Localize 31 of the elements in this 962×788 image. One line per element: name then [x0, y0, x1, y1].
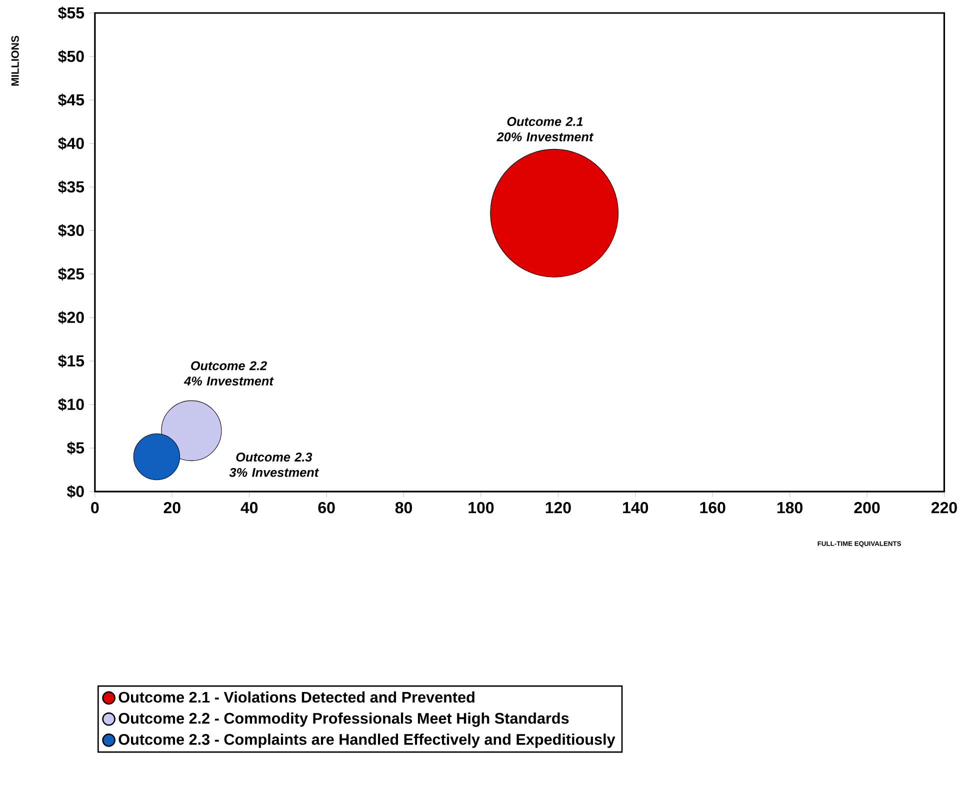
- x-tick-label: 200: [854, 502, 880, 514]
- y-tick-label: $50: [58, 50, 84, 63]
- legend-label: Outcome 2.1 - Violations Detected and Prevented: [118, 691, 474, 702]
- y-tick-label: $15: [58, 354, 84, 368]
- y-tick-label: $5: [66, 441, 84, 454]
- x-tick-label: 40: [240, 502, 258, 514]
- x-tick-label: 140: [623, 502, 648, 514]
- x-tick-label: 80: [395, 502, 412, 514]
- x-tick-label: 20: [164, 502, 180, 514]
- y-tick-label: $25: [58, 267, 84, 280]
- y-tick-label: $10: [58, 398, 84, 411]
- x-tick-label: 160: [700, 502, 726, 514]
- y-tick-label: $0: [66, 484, 84, 498]
- x-tick-label: 220: [931, 502, 957, 514]
- legend-label: Outcome 2.3 - Complaints are Handled Effectively and Expeditiously: [118, 733, 616, 748]
- y-tick-label: $20: [58, 310, 84, 324]
- y-axis-title: MILLIONS: [11, 36, 19, 86]
- annotation: Outcome 2.3 3% Investment: [229, 452, 320, 477]
- annotation: Outcome 2.1 20% Investment: [496, 116, 594, 142]
- y-tick-label: $40: [58, 136, 84, 150]
- x-tick-label: 100: [468, 502, 494, 514]
- y-tick-label: $30: [58, 224, 84, 237]
- x-tick-label: 60: [318, 502, 335, 514]
- x-tick-label: 180: [777, 502, 802, 514]
- y-tick-label: $45: [58, 93, 84, 106]
- x-tick-label: 0: [91, 502, 99, 514]
- legend-label: Outcome 2.2 - Commodity Professionals Meet High Standards: [118, 712, 569, 727]
- x-tick-label: 120: [546, 502, 571, 514]
- y-tick-label: $55: [58, 6, 84, 20]
- annotation: Outcome 2.2 4% Investment: [184, 361, 274, 386]
- y-tick-label: $35: [58, 180, 84, 194]
